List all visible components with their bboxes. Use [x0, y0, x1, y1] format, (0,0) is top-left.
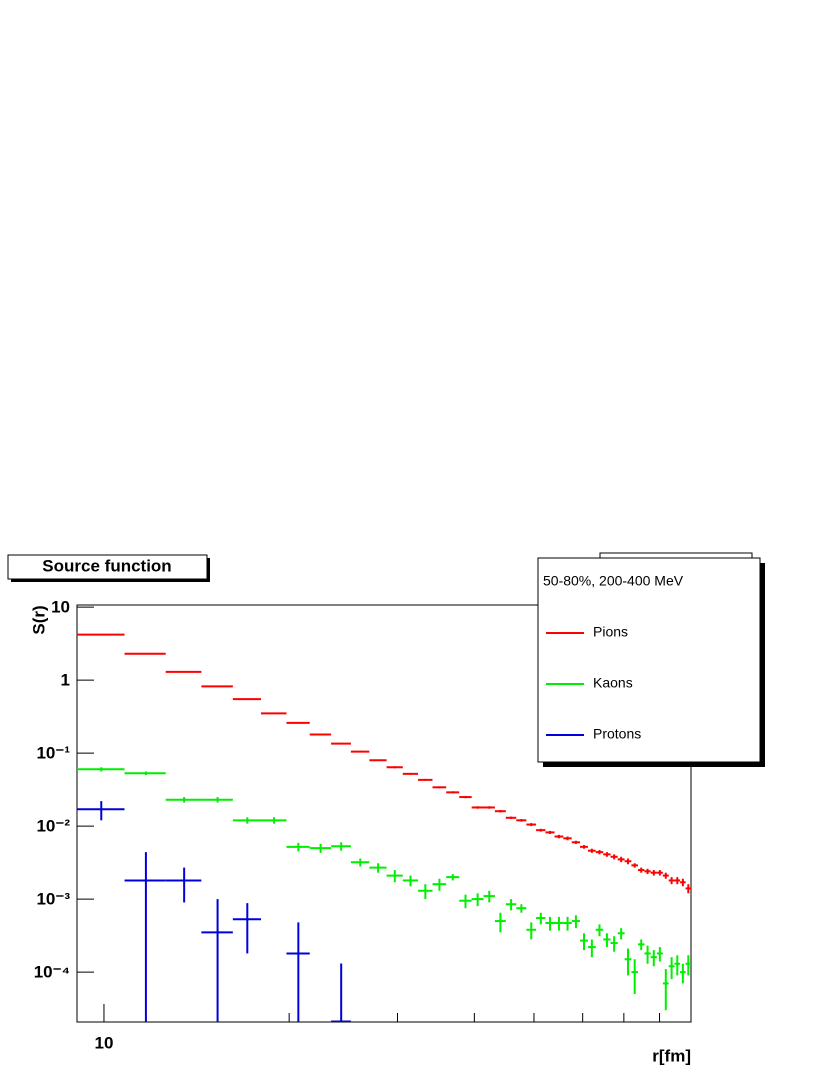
- y-axis-label: S(r): [29, 605, 48, 634]
- legend-label: Kaons: [593, 675, 633, 691]
- x-axis-label: r[fm]: [652, 1046, 691, 1065]
- x-tick-label: 10: [95, 1033, 114, 1052]
- plot-frame: [76, 604, 692, 1023]
- chart-title: Source function: [42, 556, 171, 575]
- legend-box: [537, 557, 761, 763]
- y-tick-label: 10: [51, 598, 70, 617]
- title-box: [7, 554, 208, 580]
- y-tick-label: 10⁻²: [36, 817, 70, 836]
- y-tick-label: 10⁻³: [36, 890, 70, 909]
- legend-title: 50-80%, 200-400 MeV: [543, 573, 684, 589]
- legend-label: Protons: [593, 726, 641, 742]
- y-tick-label: 1: [61, 671, 70, 690]
- y-tick-label: 10⁻⁴: [34, 963, 70, 982]
- plot-area: [77, 633, 691, 1022]
- y-tick-label: 10⁻¹: [36, 744, 70, 763]
- legend-label: Pions: [593, 624, 628, 640]
